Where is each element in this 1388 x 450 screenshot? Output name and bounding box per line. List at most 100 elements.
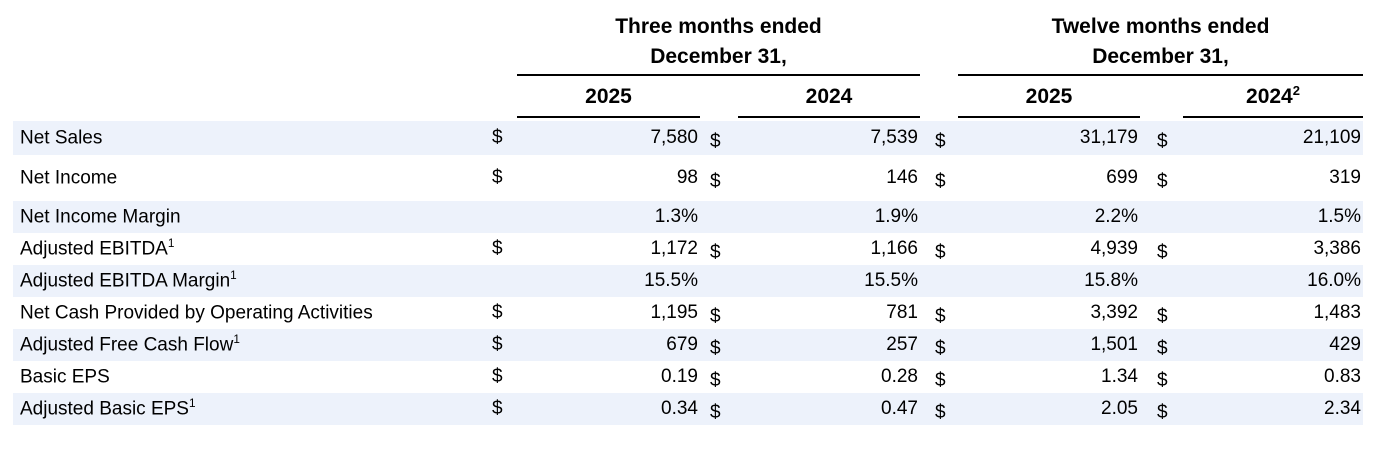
period-header-three-months: Three months ended December 31, — [517, 12, 920, 76]
dollar-sign: $ — [700, 121, 738, 155]
dollar-sign — [920, 201, 958, 233]
dollar-sign: $ — [920, 121, 958, 155]
value-cell: 15.5% — [738, 265, 920, 297]
value-cell: 679 — [517, 329, 700, 361]
value-cell: 21,109 — [1183, 121, 1363, 155]
table-row-adjusted-ebitda-margin: Adjusted EBITDA Margin1 15.5% 15.5% 15.8… — [13, 265, 1363, 297]
row-label: Net Income — [20, 167, 118, 189]
value-cell: 3,386 — [1313, 238, 1361, 259]
value-cell: 1.9% — [738, 201, 920, 233]
row-label: Adjusted EBITDA Margin1 — [13, 265, 492, 297]
period-header-twelve-months: Twelve months ended December 31, — [958, 12, 1363, 76]
value-cell: 7,580 — [517, 121, 700, 155]
value-cell: 16.0% — [1183, 265, 1363, 297]
row-label: Net Cash Provided by Operating Activitie… — [20, 302, 373, 324]
dollar-sign: $ — [700, 393, 738, 425]
year-header-row: 2025 2024 2025 20242 — [13, 75, 1363, 118]
dollar-sign: $ — [710, 306, 721, 327]
dollar-sign: $ — [1157, 171, 1168, 192]
dollar-sign: $ — [935, 171, 946, 192]
value-cell: 1.34 — [1101, 366, 1138, 387]
value-cell: 4,939 — [1090, 238, 1138, 259]
value-cell: 0.19 — [661, 366, 698, 387]
value-cell: 257 — [738, 329, 920, 361]
table-row-net-income-margin: Net Income Margin 1.3% 1.9% 2.2% 1.5% — [13, 201, 1363, 233]
dollar-sign: $ — [1140, 121, 1183, 155]
value-cell: 15.8% — [958, 265, 1140, 297]
table-row-net-sales: Net Sales $ 7,580 $ 7,539 $ 31,179 $ 21,… — [13, 121, 1363, 155]
empty-cell — [492, 75, 517, 117]
dollar-sign: $ — [492, 121, 517, 155]
value-cell: 1,172 — [650, 238, 698, 259]
table-row-adjusted-basic-eps: Adjusted Basic EPS1 $ 0.34 $ 0.47 $ 2.05… — [13, 393, 1363, 425]
year-header-3m-2024: 2024 — [738, 75, 920, 118]
empty-cell — [13, 75, 492, 117]
value-cell: 0.83 — [1324, 366, 1361, 387]
dollar-sign — [1140, 201, 1183, 233]
dollar-sign — [492, 265, 517, 297]
dollar-sign: $ — [492, 167, 503, 188]
year-header-3m-2025: 2025 — [517, 75, 700, 118]
value-cell: 1,483 — [1313, 302, 1361, 323]
table-row-net-cash-operating: Net Cash Provided by Operating Activitie… — [13, 297, 1363, 329]
value-cell: 781 — [886, 302, 918, 323]
value-cell: 319 — [1329, 167, 1361, 188]
period-header-row: Three months ended December 31, Twelve m… — [13, 12, 1363, 76]
value-cell: 7,539 — [738, 121, 920, 155]
table-row-adjusted-ebitda: Adjusted EBITDA1 $ 1,172 $ 1,166 $ 4,939… — [13, 233, 1363, 265]
dollar-sign: $ — [492, 238, 503, 259]
empty-cell — [920, 75, 958, 117]
year-header-12m-2025: 2025 — [958, 75, 1140, 118]
dollar-sign — [700, 201, 738, 233]
table-row-basic-eps: Basic EPS $ 0.19 $ 0.28 $ 1.34 $ 0.83 — [13, 361, 1363, 393]
table-row-adjusted-free-cash-flow: Adjusted Free Cash Flow1 $ 679 $ 257 $ 1… — [13, 329, 1363, 361]
year-header-12m-2024: 20242 — [1183, 75, 1363, 118]
dollar-sign: $ — [1157, 306, 1168, 327]
dollar-sign: $ — [920, 329, 958, 361]
row-label: Adjusted Free Cash Flow1 — [13, 329, 492, 361]
dollar-sign: $ — [492, 302, 503, 323]
value-cell: 1,195 — [650, 302, 698, 323]
dollar-sign: $ — [920, 393, 958, 425]
row-label: Adjusted EBITDA1 — [20, 237, 175, 260]
value-cell: 699 — [1106, 167, 1138, 188]
dollar-sign: $ — [492, 366, 503, 387]
period-title-line1: Three months ended — [615, 15, 822, 38]
dollar-sign — [700, 265, 738, 297]
dollar-sign: $ — [710, 370, 721, 391]
dollar-sign: $ — [710, 171, 721, 192]
value-cell: 2.05 — [958, 393, 1140, 425]
dollar-sign: $ — [710, 242, 721, 263]
value-cell: 98 — [676, 167, 698, 188]
dollar-sign — [492, 201, 517, 233]
value-cell: 1.5% — [1183, 201, 1363, 233]
value-cell: 0.34 — [517, 393, 700, 425]
period-title-line2: December 31, — [650, 45, 787, 68]
empty-cell — [1140, 75, 1183, 117]
value-cell: 0.28 — [881, 366, 918, 387]
dollar-sign: $ — [935, 370, 946, 391]
dollar-sign — [1140, 265, 1183, 297]
row-label: Adjusted Basic EPS1 — [13, 393, 492, 425]
value-cell: 2.2% — [958, 201, 1140, 233]
dollar-sign: $ — [1157, 242, 1168, 263]
empty-cell — [13, 12, 492, 75]
dollar-sign: $ — [935, 306, 946, 327]
dollar-sign: $ — [1140, 393, 1183, 425]
dollar-sign — [920, 265, 958, 297]
value-cell: 31,179 — [958, 121, 1140, 155]
row-label: Net Income Margin — [13, 201, 492, 233]
financial-highlights: Three months ended December 31, Twelve m… — [13, 12, 1363, 425]
value-cell: 0.47 — [738, 393, 920, 425]
dollar-sign: $ — [1157, 370, 1168, 391]
dollar-sign: $ — [492, 329, 517, 361]
table-row-net-income: Net Income $ 98 $ 146 $ 699 $ 319 — [13, 155, 1363, 201]
dollar-sign: $ — [1140, 329, 1183, 361]
value-cell: 15.5% — [517, 265, 700, 297]
empty-cell — [920, 12, 958, 75]
dollar-sign: $ — [492, 393, 517, 425]
value-cell: 1,501 — [958, 329, 1140, 361]
period-title-line1: Twelve months ended — [1051, 15, 1270, 38]
value-cell: 1.3% — [517, 201, 700, 233]
row-label: Net Sales — [13, 121, 492, 155]
